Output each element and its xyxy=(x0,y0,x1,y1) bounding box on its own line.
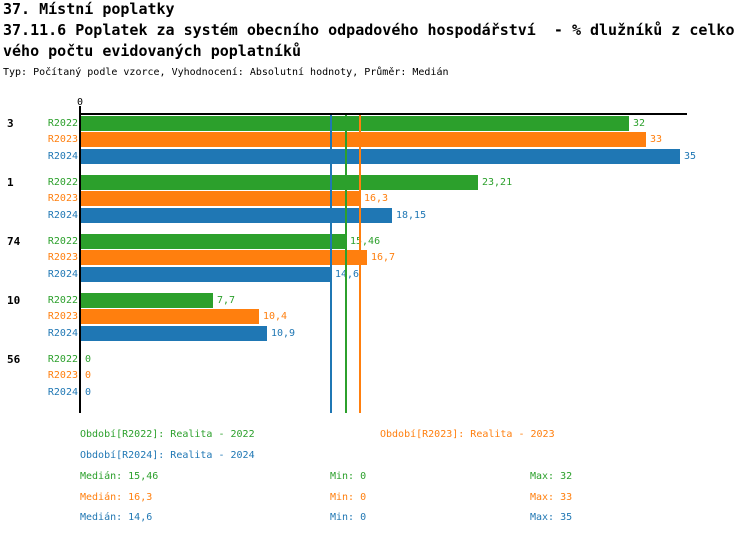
x-axis-zero-tick-label: 0 xyxy=(76,97,84,108)
stat-median-r2024: Medián: 14,6 xyxy=(80,512,153,523)
series-row-label: R2023 xyxy=(47,311,78,322)
bar-r2022-74 xyxy=(81,234,346,249)
series-row-label: R2024 xyxy=(47,151,78,162)
bar-r2022-3 xyxy=(81,116,629,131)
page-title: 37. Místní poplatky xyxy=(3,0,175,18)
median-line-r2023 xyxy=(359,115,361,413)
series-row-label: R2023 xyxy=(47,252,78,263)
bar-value-label: 16,3 xyxy=(364,193,389,204)
legend-item-r2023: Období[R2023]: Realita - 2023 xyxy=(380,429,555,440)
group-label: 10 xyxy=(7,294,21,307)
bar-value-label: 32 xyxy=(633,118,646,129)
x-axis-line xyxy=(79,113,687,115)
bar-r2023-10 xyxy=(81,309,259,324)
series-row-label: R2023 xyxy=(47,193,78,204)
y-axis-line xyxy=(79,106,81,413)
stat-max-r2022: Max: 32 xyxy=(530,471,573,482)
legend-item-r2022: Období[R2022]: Realita - 2022 xyxy=(80,429,255,440)
bar-r2024-10 xyxy=(81,326,267,341)
bar-r2024-1 xyxy=(81,208,392,223)
stat-median-r2023: Medián: 16,3 xyxy=(80,492,153,503)
bar-r2023-1 xyxy=(81,191,360,206)
series-row-label: R2022 xyxy=(47,236,78,247)
bar-r2022-10 xyxy=(81,293,213,308)
bar-r2023-3 xyxy=(81,132,646,147)
bar-value-label: 18,15 xyxy=(396,210,427,221)
series-row-label: R2022 xyxy=(47,354,78,365)
bar-value-label: 10,4 xyxy=(263,311,288,322)
series-row-label: R2022 xyxy=(47,295,78,306)
stat-min-r2023: Min: 0 xyxy=(330,492,367,503)
stat-min-r2022: Min: 0 xyxy=(330,471,367,482)
bar-value-label: 15,46 xyxy=(350,236,381,247)
bar-value-label: 0 xyxy=(85,370,92,381)
bar-value-label: 0 xyxy=(85,354,92,365)
series-row-label: R2023 xyxy=(47,134,78,145)
bar-r2024-3 xyxy=(81,149,680,164)
bar-value-label: 0 xyxy=(85,387,92,398)
group-label: 3 xyxy=(7,117,14,130)
series-row-label: R2022 xyxy=(47,118,78,129)
stat-median-r2022: Medián: 15,46 xyxy=(80,471,159,482)
group-label: 1 xyxy=(7,176,14,189)
bar-value-label: 33 xyxy=(650,134,663,145)
series-row-label: R2022 xyxy=(47,177,78,188)
group-label: 74 xyxy=(7,235,21,248)
bar-value-label: 7,7 xyxy=(217,295,236,306)
bar-r2024-74 xyxy=(81,267,331,282)
series-row-label: R2024 xyxy=(47,210,78,221)
chart-title-line-1: 37.11.6 Poplatek za systém obecního odpa… xyxy=(3,21,735,39)
group-label: 56 xyxy=(7,353,21,366)
bar-value-label: 14,6 xyxy=(335,269,360,280)
chart-meta-info: Typ: Počítaný podle vzorce, Vyhodnocení:… xyxy=(3,67,449,78)
series-row-label: R2024 xyxy=(47,387,78,398)
bar-value-label: 23,21 xyxy=(482,177,513,188)
series-row-label: R2024 xyxy=(47,328,78,339)
median-line-r2022 xyxy=(345,115,347,413)
series-row-label: R2023 xyxy=(47,370,78,381)
chart-title-line-2: vého počtu evidovaných poplatníků xyxy=(3,42,302,60)
bar-value-label: 16,7 xyxy=(371,252,396,263)
bar-value-label: 10,9 xyxy=(271,328,296,339)
stat-min-r2024: Min: 0 xyxy=(330,512,367,523)
legend-item-r2024: Období[R2024]: Realita - 2024 xyxy=(80,450,255,461)
stat-max-r2023: Max: 33 xyxy=(530,492,573,503)
bar-r2022-1 xyxy=(81,175,478,190)
stat-max-r2024: Max: 35 xyxy=(530,512,573,523)
series-row-label: R2024 xyxy=(47,269,78,280)
bar-value-label: 35 xyxy=(684,151,697,162)
median-line-r2024 xyxy=(330,115,332,413)
bar-r2023-74 xyxy=(81,250,367,265)
